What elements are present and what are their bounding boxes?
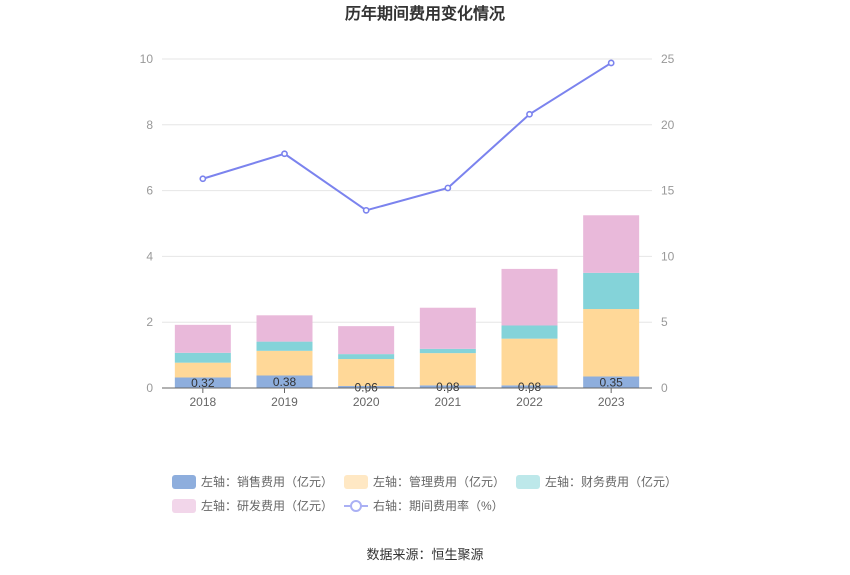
bar-segment	[256, 350, 313, 376]
legend-swatch	[172, 475, 196, 489]
left-tick-label: 8	[146, 118, 153, 132]
legend-swatch	[516, 475, 540, 489]
x-tick-label: 2020	[353, 395, 380, 409]
bar-data-label: 0.08	[518, 380, 542, 394]
bar-data-label: 0.35	[599, 376, 623, 390]
rate-point	[444, 184, 452, 192]
legend-marker	[350, 500, 362, 512]
right-tick-label: 10	[661, 249, 675, 263]
bar-segment	[174, 362, 231, 378]
bar-segment	[583, 376, 640, 388]
left-tick-label: 0	[146, 381, 153, 395]
bar-segment	[338, 326, 395, 355]
bar-data-label: 0.08	[436, 380, 460, 394]
bar-segment	[501, 268, 558, 326]
chart-title: 历年期间费用变化情况	[345, 4, 505, 23]
bar-series	[174, 215, 640, 388]
bar-segment	[256, 341, 313, 351]
legend-swatch	[344, 475, 368, 489]
legend-item: 右轴：期间费用率（%）	[344, 498, 504, 513]
legend: 左轴：销售费用（亿元） 左轴：管理费用（亿元） 左轴：财务费用（亿元） 左轴：研发费用…	[172, 474, 677, 513]
bar-data-label: 0.38	[273, 375, 297, 389]
x-tick-label: 2019	[271, 395, 298, 409]
legend-item: 左轴：管理费用（亿元）	[344, 474, 505, 489]
rate-point	[607, 59, 615, 67]
bar-segment	[501, 325, 558, 339]
legend-label: 右轴：期间费用率（%）	[373, 498, 504, 513]
x-tick-label: 2023	[598, 395, 625, 409]
bar-segment	[501, 338, 558, 386]
x-tick-label: 2021	[434, 395, 461, 409]
right-tick-label: 15	[661, 184, 675, 198]
data-source-note: 数据来源：恒生聚源	[366, 547, 483, 562]
x-tick-label: 2018	[189, 395, 216, 409]
rate-line	[202, 62, 612, 212]
bar-segment	[338, 386, 395, 388]
left-tick-label: 2	[146, 315, 153, 329]
legend-label: 左轴：研发费用（亿元）	[201, 498, 333, 513]
left-tick-label: 10	[140, 52, 154, 66]
right-axis: 0 5 10 15 20 25	[661, 52, 675, 395]
bar-data-label: 0.32	[191, 376, 215, 390]
bar-segment	[583, 272, 640, 310]
legend-swatch	[172, 499, 196, 513]
right-tick-label: 20	[661, 118, 675, 132]
bar-segment	[419, 385, 476, 388]
rate-point	[362, 206, 370, 214]
bar-segment	[256, 375, 313, 388]
bar-segment	[174, 324, 231, 353]
rate-point	[199, 175, 207, 183]
bar-segment	[419, 307, 476, 349]
bar-segment	[419, 353, 476, 386]
bar-segment	[256, 315, 313, 342]
rate-point	[281, 150, 288, 158]
bar-segment	[501, 385, 558, 388]
bar-segment	[174, 377, 231, 388]
left-tick-label: 4	[146, 249, 153, 263]
bar-data-labels: 0.320.380.060.080.080.35	[191, 375, 623, 394]
bar-segment	[419, 348, 476, 354]
x-tick-label: 2022	[516, 395, 543, 409]
legend-item: 左轴：销售费用（亿元）	[172, 474, 333, 489]
legend-label: 左轴：财务费用（亿元）	[545, 474, 677, 489]
right-tick-label: 0	[661, 381, 668, 395]
bar-segment	[583, 309, 640, 377]
gridlines	[162, 58, 652, 323]
bar-segment	[338, 359, 395, 387]
left-tick-label: 6	[146, 184, 153, 198]
legend-label: 左轴：销售费用（亿元）	[201, 474, 333, 489]
bar-segment	[583, 215, 640, 273]
right-tick-label: 25	[661, 52, 675, 66]
rate-line-series	[199, 59, 615, 214]
rate-point	[526, 110, 533, 118]
x-axis: 2018 2019 2020 2021 2022 2023	[162, 387, 652, 409]
bar-segment	[174, 352, 231, 363]
legend-item: 左轴：研发费用（亿元）	[172, 498, 333, 513]
right-tick-label: 5	[661, 315, 668, 329]
left-axis: 0 2 4 6 8 10	[140, 52, 154, 395]
bar-segment	[338, 354, 395, 360]
legend-item: 左轴：财务费用（亿元）	[516, 474, 677, 489]
legend-label: 左轴：管理费用（亿元）	[373, 474, 505, 489]
